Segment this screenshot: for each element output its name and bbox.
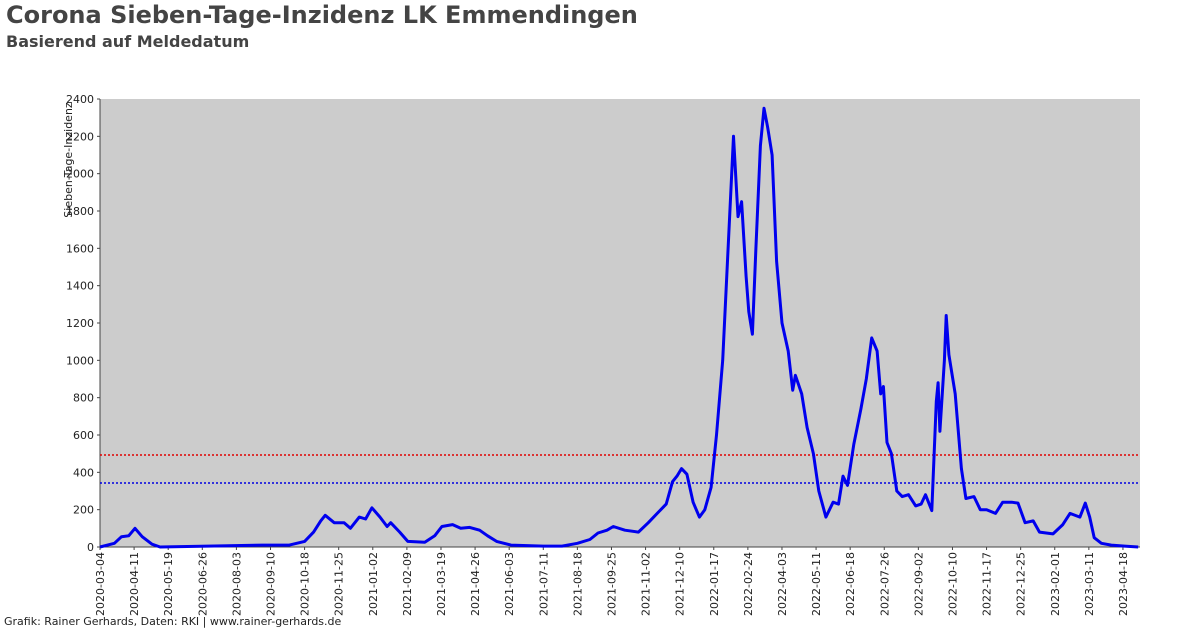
x-tick-label: 2021-09-25 <box>605 552 618 616</box>
x-tick-label: 2022-01-17 <box>708 552 721 616</box>
x-tick-label: 2022-05-11 <box>810 552 823 616</box>
x-tick-label: 2022-12-25 <box>1015 552 1028 616</box>
y-tick-label: 1200 <box>66 317 94 330</box>
y-tick-label: 400 <box>73 466 94 479</box>
x-tick-label: 2020-10-18 <box>299 552 312 616</box>
y-axis-label: Sieben-Tage-Inzidenz <box>62 102 75 218</box>
line-series <box>99 106 1139 549</box>
x-tick-label: 2022-11-17 <box>981 552 994 616</box>
y-tick-label: 800 <box>73 392 94 405</box>
x-tick-label: 2021-12-10 <box>674 552 687 616</box>
x-tick-label: 2023-02-01 <box>1049 552 1062 616</box>
x-tick-label: 2022-02-24 <box>742 552 755 616</box>
x-tick-label: 2023-03-11 <box>1083 552 1096 616</box>
y-tick-label: 200 <box>73 504 94 517</box>
x-tick-label: 2020-05-19 <box>162 552 175 616</box>
x-tick-label: 2021-04-26 <box>469 552 482 616</box>
x-tick-label: 2022-10-10 <box>946 552 959 616</box>
x-tick-label: 2020-06-26 <box>196 552 209 616</box>
chart-subtitle: Basierend auf Meldedatum <box>6 32 249 51</box>
y-tick-label: 1800 <box>66 205 94 218</box>
x-tick-label: 2022-09-02 <box>912 552 925 616</box>
x-tick-label: 2020-04-11 <box>128 552 141 616</box>
y-tick-label: 2000 <box>66 168 94 181</box>
y-tick-label: 600 <box>73 429 94 442</box>
y-tick-label: 2200 <box>66 130 94 143</box>
chart-title: Corona Sieben-Tage-Inzidenz LK Emmending… <box>6 1 638 29</box>
x-tick-label: 2020-08-03 <box>230 552 243 616</box>
x-tick-label: 2020-09-10 <box>264 552 277 616</box>
x-tick-label: 2021-11-02 <box>640 552 653 616</box>
x-tick-label: 2020-03-04 <box>94 552 107 616</box>
y-tick-label: 0 <box>87 541 94 554</box>
x-tick-label: 2023-04-18 <box>1117 552 1130 616</box>
x-tick-label: 2022-07-26 <box>878 552 891 616</box>
y-tick-label: 1400 <box>66 280 94 293</box>
y-tick-label: 1600 <box>66 242 94 255</box>
y-tick-label: 2400 <box>66 93 94 106</box>
x-tick-label: 2021-03-19 <box>435 552 448 616</box>
x-tick-label: 2021-01-02 <box>367 552 380 616</box>
x-tick-label: 2022-04-03 <box>776 552 789 616</box>
plot-area <box>100 99 1140 547</box>
x-tick-label: 2021-08-18 <box>571 552 584 616</box>
footer: Grafik: Rainer Gerhards, Daten: RKI | ww… <box>4 615 342 628</box>
x-tick-label: 2022-06-18 <box>844 552 857 616</box>
x-tick-label: 2021-07-11 <box>537 552 550 616</box>
x-tick-label: 2021-02-09 <box>401 552 414 616</box>
x-tick-label: 2020-11-25 <box>333 552 346 616</box>
x-tick-label: 2021-06-03 <box>503 552 516 616</box>
y-tick-label: 1000 <box>66 354 94 367</box>
